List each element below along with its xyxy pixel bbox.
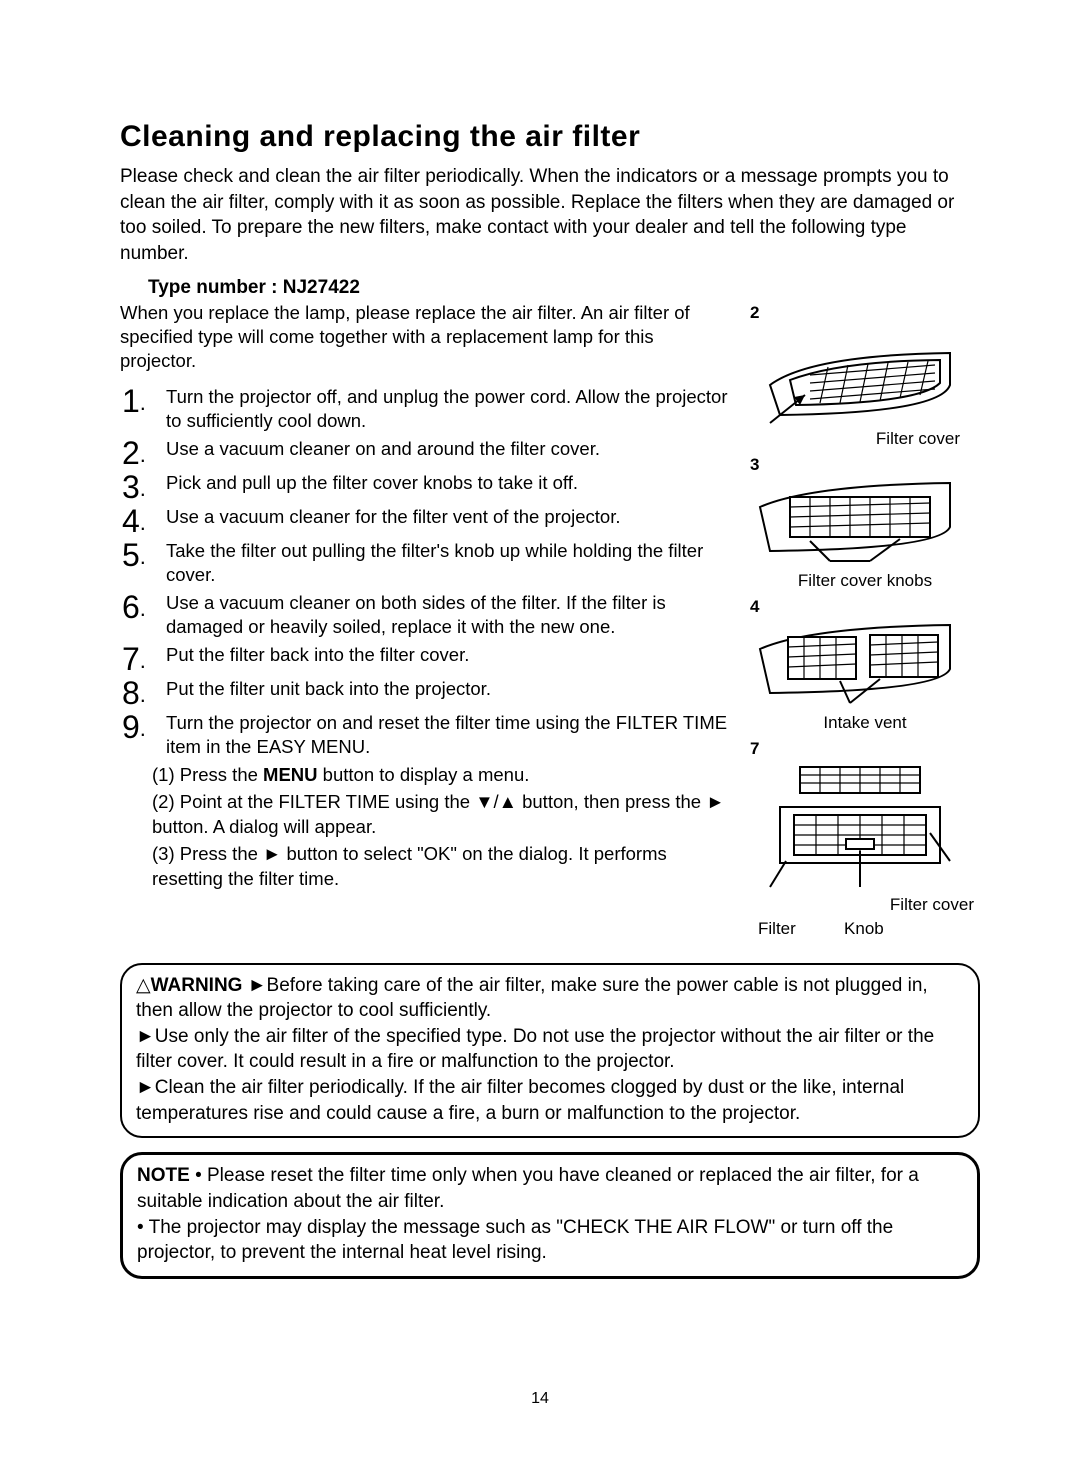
step-3: 3 Pick and pull up the filter cover knobs… <box>122 469 730 501</box>
manual-page: Cleaning and replacing the air filter Pl… <box>0 0 1080 1464</box>
warning-line-1: ►Before taking care of the air filter, m… <box>136 975 928 1022</box>
substep-3: (3) Press the ► button to select "OK" on… <box>152 842 730 892</box>
diagram-7-label-left: Filter <box>758 919 796 939</box>
diagram-7-num: 7 <box>750 739 980 759</box>
page-number: 14 <box>0 1390 1080 1408</box>
diagram-7-label-top: Filter cover <box>750 895 980 915</box>
note-line-2: • The projector may display the message … <box>137 1217 893 1264</box>
right-column: 2 <box>750 301 980 945</box>
step-text: Use a vacuum cleaner on both sides of th… <box>166 589 730 639</box>
type-number: Type number : NJ27422 <box>148 277 980 299</box>
step-1: 1 Turn the projector off, and unplug the … <box>122 383 730 433</box>
steps-list: 1 Turn the projector off, and unplug the … <box>122 383 730 759</box>
diagram-4-label: Intake vent <box>750 713 980 733</box>
step-7: 7 Put the filter back into the filter cov… <box>122 641 730 673</box>
filter-cover-icon <box>750 325 960 425</box>
step-text: Turn the projector off, and unplug the p… <box>166 383 730 433</box>
warning-box: △WARNING ►Before taking care of the air … <box>120 963 980 1139</box>
intro-paragraph: Please check and clean the air filter pe… <box>120 164 980 267</box>
warning-line-3: ►Clean the air filter periodically. If t… <box>136 1077 904 1124</box>
step-number: 9 <box>122 711 156 743</box>
step-5: 5 Take the filter out pulling the filter'… <box>122 537 730 587</box>
diagram-7-bottom-labels: Filter Knob <box>750 919 980 939</box>
diagram-7-label-mid: Knob <box>844 919 884 939</box>
filter-knobs-icon <box>750 477 960 567</box>
step-number: 8 <box>122 677 156 709</box>
left-column: When you replace the lamp, please replac… <box>120 301 730 894</box>
step-9: 9 Turn the projector on and reset the fil… <box>122 709 730 759</box>
step-number: 5 <box>122 539 156 571</box>
page-title: Cleaning and replacing the air filter <box>120 120 980 154</box>
step-number: 2 <box>122 437 156 469</box>
step-text: Put the filter back into the filter cove… <box>166 641 469 667</box>
warning-label: WARNING <box>151 975 243 996</box>
note-label: NOTE <box>137 1165 190 1186</box>
step-4: 4 Use a vacuum cleaner for the filter ven… <box>122 503 730 535</box>
step-number: 4 <box>122 505 156 537</box>
diagram-2-num: 2 <box>750 303 980 323</box>
intake-vent-icon <box>750 619 960 709</box>
substep-1: (1) Press the MENU button to display a m… <box>152 763 730 788</box>
step-text: Use a vacuum cleaner on and around the f… <box>166 435 600 461</box>
lamp-note: When you replace the lamp, please replac… <box>120 301 730 373</box>
step-text: Put the filter unit back into the projec… <box>166 675 491 701</box>
step-text: Use a vacuum cleaner for the filter vent… <box>166 503 621 529</box>
step-text: Pick and pull up the filter cover knobs … <box>166 469 578 495</box>
step-text: Take the filter out pulling the filter's… <box>166 537 730 587</box>
warning-icon: △ <box>136 973 151 999</box>
filter-assembly-icon <box>750 761 960 891</box>
step-text: Turn the projector on and reset the filt… <box>166 709 730 759</box>
diagram-3: Filter cover knobs <box>750 477 980 591</box>
substep-text: (1) Press the MENU button to display a m… <box>152 764 529 785</box>
step-number: 6 <box>122 591 156 623</box>
substep-2: (2) Point at the FILTER TIME using the ▼… <box>152 790 730 840</box>
note-line-1: • Please reset the filter time only when… <box>137 1165 919 1212</box>
diagram-4: Intake vent <box>750 619 980 733</box>
step-8: 8 Put the filter unit back into the proje… <box>122 675 730 707</box>
diagram-3-label: Filter cover knobs <box>750 571 980 591</box>
diagram-3-num: 3 <box>750 455 980 475</box>
diagram-7: Filter cover Filter Knob <box>750 761 980 939</box>
diagram-2: Filter cover <box>750 325 980 449</box>
step-number: 1 <box>122 385 156 417</box>
note-box: NOTE • Please reset the filter time only… <box>120 1152 980 1279</box>
step-2: 2 Use a vacuum cleaner on and around the … <box>122 435 730 467</box>
diagram-4-num: 4 <box>750 597 980 617</box>
step-number: 3 <box>122 471 156 503</box>
body-row: When you replace the lamp, please replac… <box>120 301 980 945</box>
warning-line-2: ►Use only the air filter of the specifie… <box>136 1026 934 1073</box>
diagram-2-label: Filter cover <box>750 429 980 449</box>
step-6: 6 Use a vacuum cleaner on both sides of t… <box>122 589 730 639</box>
substeps: (1) Press the MENU button to display a m… <box>152 763 730 892</box>
step-number: 7 <box>122 643 156 675</box>
